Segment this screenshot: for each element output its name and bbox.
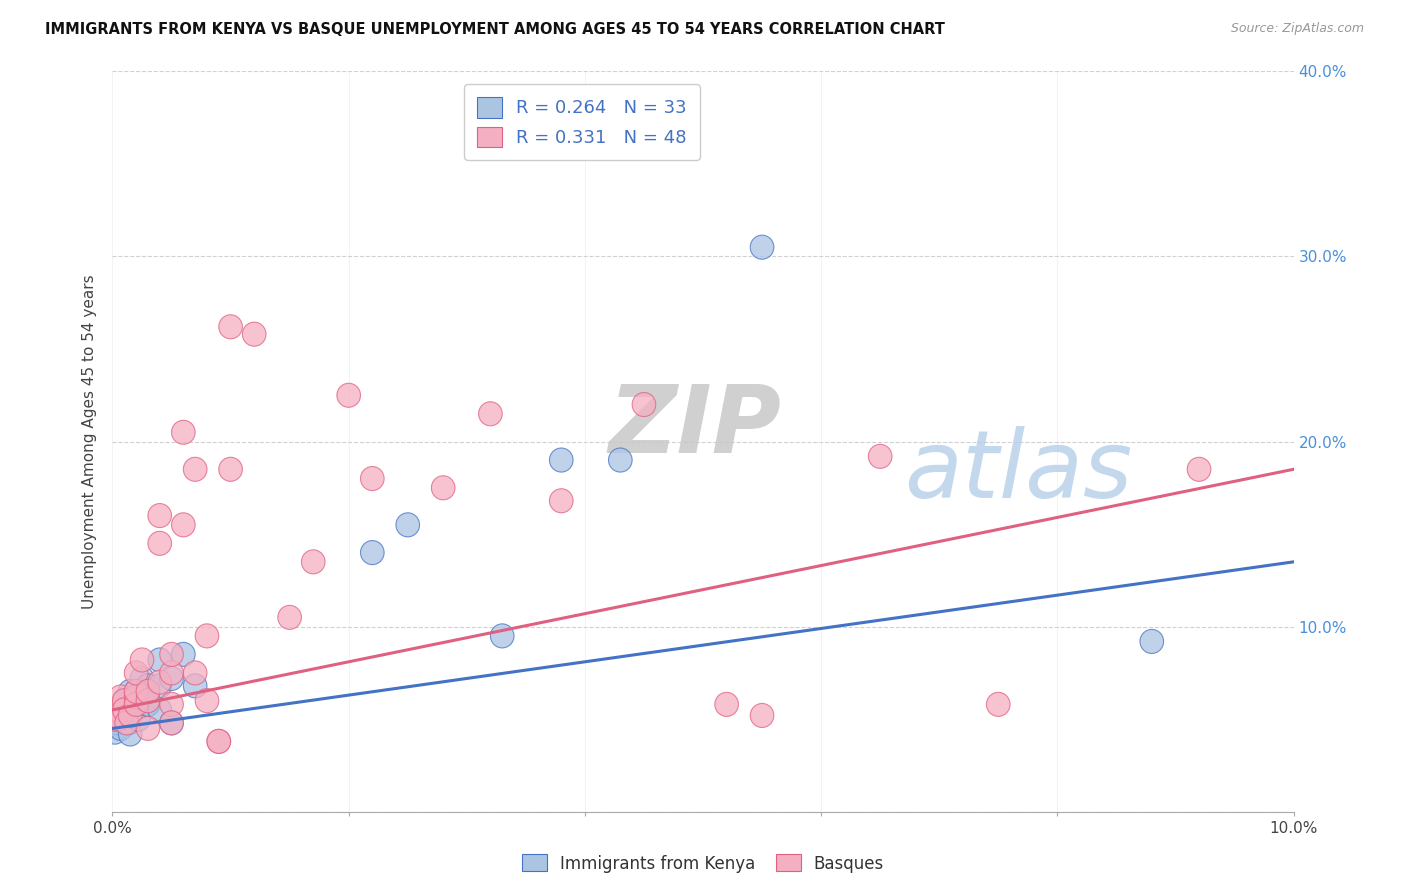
Ellipse shape: [115, 704, 138, 728]
Ellipse shape: [148, 532, 172, 556]
Ellipse shape: [160, 666, 183, 690]
Ellipse shape: [108, 716, 132, 740]
Ellipse shape: [124, 692, 148, 716]
Ellipse shape: [112, 689, 136, 713]
Ellipse shape: [103, 720, 127, 744]
Ellipse shape: [118, 680, 142, 704]
Ellipse shape: [207, 730, 231, 754]
Text: IMMIGRANTS FROM KENYA VS BASQUE UNEMPLOYMENT AMONG AGES 45 TO 54 YEARS CORRELATI: IMMIGRANTS FROM KENYA VS BASQUE UNEMPLOY…: [45, 22, 945, 37]
Legend: Immigrants from Kenya, Basques: Immigrants from Kenya, Basques: [515, 847, 891, 880]
Ellipse shape: [127, 707, 150, 731]
Ellipse shape: [112, 698, 136, 722]
Ellipse shape: [207, 730, 231, 754]
Ellipse shape: [136, 692, 160, 716]
Ellipse shape: [195, 689, 219, 713]
Ellipse shape: [160, 642, 183, 666]
Ellipse shape: [633, 392, 655, 417]
Ellipse shape: [183, 661, 207, 685]
Ellipse shape: [101, 707, 125, 731]
Ellipse shape: [478, 401, 502, 425]
Ellipse shape: [751, 704, 773, 728]
Ellipse shape: [104, 704, 128, 728]
Ellipse shape: [550, 448, 574, 472]
Ellipse shape: [160, 692, 183, 716]
Text: Source: ZipAtlas.com: Source: ZipAtlas.com: [1230, 22, 1364, 36]
Ellipse shape: [160, 711, 183, 735]
Ellipse shape: [118, 704, 142, 728]
Ellipse shape: [172, 513, 195, 537]
Ellipse shape: [172, 420, 195, 444]
Ellipse shape: [104, 711, 128, 735]
Ellipse shape: [108, 685, 132, 709]
Ellipse shape: [131, 648, 153, 672]
Y-axis label: Unemployment Among Ages 45 to 54 years: Unemployment Among Ages 45 to 54 years: [82, 274, 97, 609]
Ellipse shape: [301, 549, 325, 574]
Ellipse shape: [124, 692, 148, 716]
Ellipse shape: [136, 716, 160, 740]
Ellipse shape: [124, 680, 148, 704]
Ellipse shape: [1140, 630, 1164, 654]
Ellipse shape: [112, 698, 136, 722]
Ellipse shape: [115, 711, 138, 735]
Ellipse shape: [148, 673, 172, 698]
Ellipse shape: [183, 458, 207, 482]
Ellipse shape: [148, 648, 172, 672]
Ellipse shape: [609, 448, 633, 472]
Ellipse shape: [714, 692, 738, 716]
Ellipse shape: [148, 698, 172, 722]
Ellipse shape: [550, 489, 574, 513]
Ellipse shape: [160, 711, 183, 735]
Ellipse shape: [136, 689, 160, 713]
Ellipse shape: [751, 235, 773, 260]
Ellipse shape: [432, 475, 456, 500]
Ellipse shape: [136, 685, 160, 709]
Ellipse shape: [869, 444, 891, 468]
Ellipse shape: [183, 673, 207, 698]
Text: atlas: atlas: [904, 425, 1132, 516]
Ellipse shape: [360, 467, 384, 491]
Ellipse shape: [148, 670, 172, 694]
Ellipse shape: [219, 458, 242, 482]
Ellipse shape: [118, 722, 142, 746]
Ellipse shape: [242, 322, 266, 346]
Ellipse shape: [1187, 458, 1211, 482]
Ellipse shape: [278, 606, 301, 630]
Ellipse shape: [136, 680, 160, 704]
Ellipse shape: [124, 680, 148, 704]
Ellipse shape: [124, 689, 148, 713]
Legend: R = 0.264   N = 33, R = 0.331   N = 48: R = 0.264 N = 33, R = 0.331 N = 48: [464, 84, 700, 160]
Ellipse shape: [172, 642, 195, 666]
Ellipse shape: [136, 692, 160, 716]
Ellipse shape: [107, 707, 131, 731]
Ellipse shape: [131, 666, 153, 690]
Ellipse shape: [105, 698, 129, 722]
Text: ZIP: ZIP: [609, 381, 782, 473]
Ellipse shape: [396, 513, 419, 537]
Ellipse shape: [117, 711, 141, 735]
Ellipse shape: [160, 661, 183, 685]
Ellipse shape: [219, 315, 242, 339]
Ellipse shape: [136, 673, 160, 698]
Ellipse shape: [491, 624, 515, 648]
Ellipse shape: [107, 707, 131, 731]
Ellipse shape: [987, 692, 1010, 716]
Ellipse shape: [360, 541, 384, 565]
Ellipse shape: [124, 685, 148, 709]
Ellipse shape: [148, 504, 172, 527]
Ellipse shape: [112, 689, 136, 713]
Ellipse shape: [124, 661, 148, 685]
Ellipse shape: [337, 384, 360, 408]
Ellipse shape: [195, 624, 219, 648]
